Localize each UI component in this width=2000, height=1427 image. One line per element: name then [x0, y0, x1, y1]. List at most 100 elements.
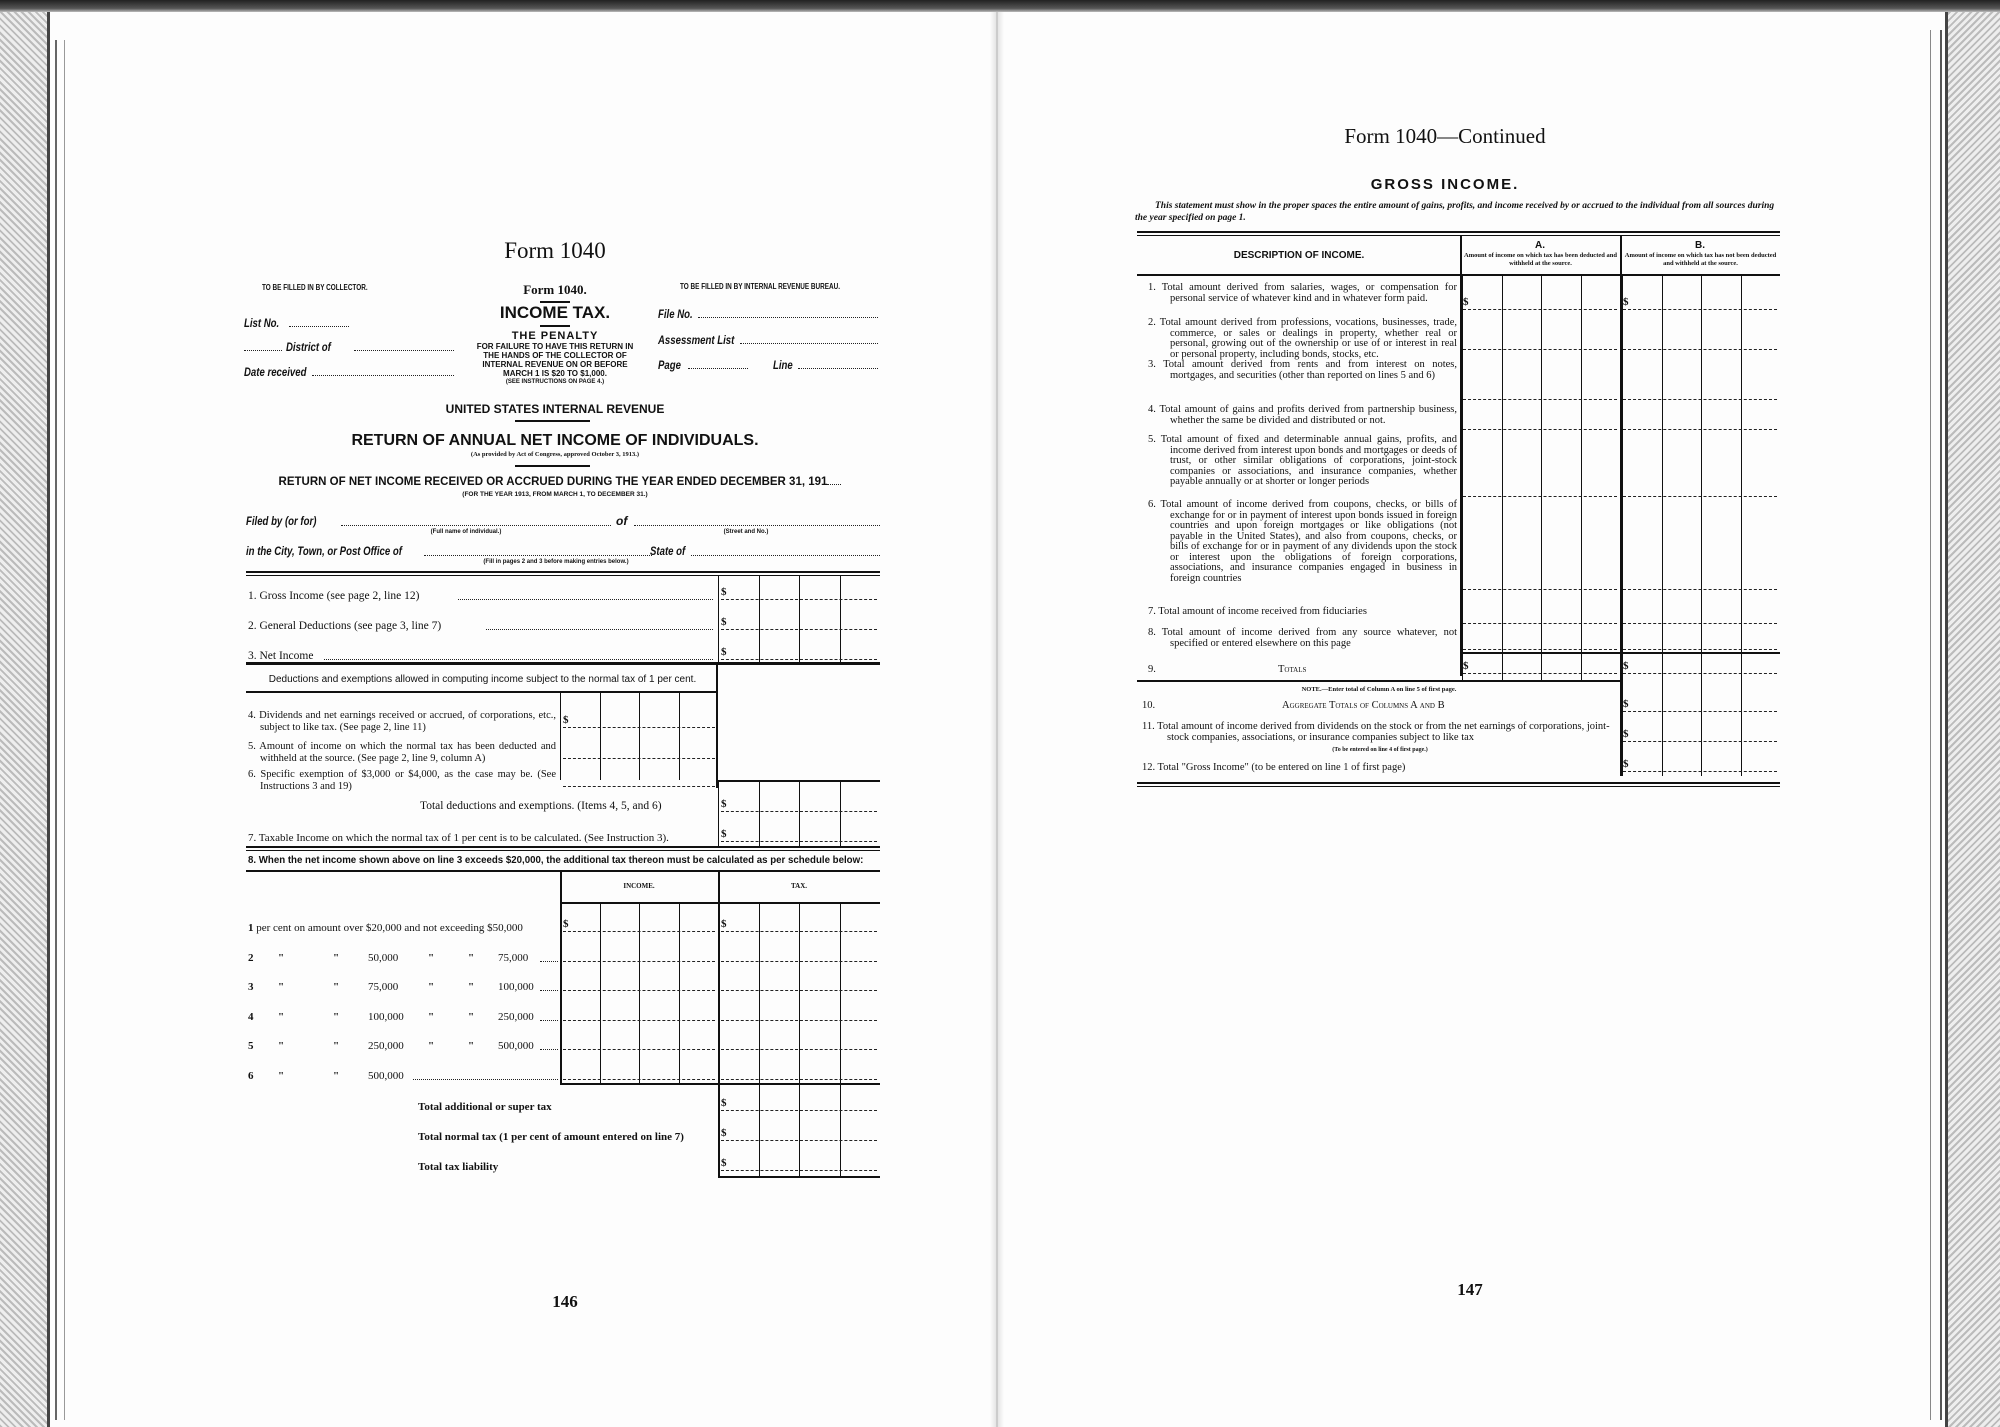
- column-a-description: Amount of income on which tax has been d…: [1464, 252, 1617, 267]
- amount-input[interactable]: $: [721, 586, 877, 600]
- amount-input[interactable]: $: [1623, 728, 1777, 742]
- amount-input[interactable]: [1463, 640, 1617, 650]
- amount-input[interactable]: [1623, 340, 1777, 350]
- list-no-field[interactable]: List No.: [244, 316, 364, 330]
- amount-input[interactable]: $: [1463, 296, 1617, 310]
- amount-cell[interactable]: [758, 781, 800, 848]
- dollar-sign: $: [1463, 296, 1469, 308]
- tax-cell[interactable]: [758, 903, 800, 1083]
- amount-input[interactable]: $: [721, 1157, 877, 1171]
- amount-cell[interactable]: [560, 692, 600, 780]
- amount-input[interactable]: $: [1463, 660, 1617, 674]
- amount-input[interactable]: $: [1623, 660, 1777, 674]
- amount-input[interactable]: [1463, 580, 1617, 590]
- tax-cell[interactable]: [799, 903, 840, 1083]
- tax-cell[interactable]: [718, 903, 759, 1083]
- amount-input[interactable]: $: [721, 828, 877, 842]
- column-a-cell[interactable]: [1501, 276, 1542, 680]
- amount-input[interactable]: [1623, 640, 1777, 650]
- amount-cell[interactable]: [799, 781, 840, 848]
- amount-input[interactable]: [563, 1070, 715, 1080]
- file-no-field[interactable]: File No.: [658, 307, 880, 321]
- tax-cell[interactable]: [839, 1084, 881, 1176]
- income-cell[interactable]: [599, 903, 640, 1083]
- district-field[interactable]: District of: [244, 340, 454, 354]
- column-b-cell[interactable]: [1622, 276, 1662, 776]
- amount-input[interactable]: $: [721, 646, 877, 660]
- income-cell[interactable]: [678, 903, 719, 1083]
- amount-input[interactable]: $: [721, 1127, 877, 1141]
- amount-input[interactable]: [1463, 487, 1617, 497]
- amount-cell[interactable]: [799, 576, 840, 665]
- date-received-field[interactable]: Date received: [244, 365, 454, 379]
- page-number: 146: [552, 1292, 578, 1311]
- schedule-row: 4 " " 100,000 " " 250,000: [248, 1011, 558, 1025]
- amount-input[interactable]: $: [721, 616, 877, 630]
- income-cell[interactable]: [560, 903, 600, 1083]
- city-state-field[interactable]: in the City, Town, or Post Office of Sta…: [246, 544, 880, 566]
- tax-cell[interactable]: [758, 1084, 800, 1176]
- amount-input[interactable]: [563, 749, 715, 759]
- amount-input[interactable]: $: [563, 918, 715, 932]
- amount-input[interactable]: [721, 981, 877, 991]
- amount-cell[interactable]: [718, 576, 759, 665]
- gross-total-row: 12. Total "Gross Income" (to be entered …: [1142, 762, 1406, 773]
- amount-input[interactable]: [1463, 390, 1617, 400]
- amount-cell[interactable]: [839, 576, 881, 665]
- amount-input[interactable]: [563, 1011, 715, 1021]
- filed-by-field[interactable]: Filed by (or for) of (Full name of indiv…: [246, 514, 880, 536]
- column-b-cell[interactable]: [1661, 276, 1702, 776]
- amount-cell[interactable]: [599, 692, 640, 780]
- amount-input[interactable]: [1463, 340, 1617, 350]
- amount-input[interactable]: $: [721, 798, 877, 812]
- rule-line: [1137, 680, 1620, 682]
- column-b-description: Amount of income on which tax has not be…: [1624, 252, 1777, 267]
- ditto-mark: ": [428, 1010, 435, 1023]
- form-label: Form 1040.: [523, 282, 587, 297]
- amount-input[interactable]: [1463, 420, 1617, 430]
- ditto-mark: ": [333, 951, 340, 964]
- amount-input[interactable]: $: [563, 714, 715, 728]
- page-line-field[interactable]: Page Line: [658, 358, 880, 372]
- amount-input[interactable]: [721, 952, 877, 962]
- amount-input[interactable]: [563, 777, 715, 787]
- amount-cell[interactable]: [758, 576, 800, 665]
- column-b-cell[interactable]: [1740, 276, 1781, 776]
- amount-cell[interactable]: [718, 781, 759, 848]
- amount-input[interactable]: [721, 1011, 877, 1021]
- tax-cell[interactable]: [799, 1084, 840, 1176]
- amount-input[interactable]: [563, 952, 715, 962]
- amount-input[interactable]: [721, 1040, 877, 1050]
- amount-input[interactable]: [1623, 580, 1777, 590]
- amount-input[interactable]: $: [1623, 698, 1777, 712]
- amount-input[interactable]: [1463, 614, 1617, 624]
- column-a-cell[interactable]: [1541, 276, 1581, 680]
- amount-cell[interactable]: [839, 781, 881, 848]
- column-b-cell[interactable]: [1701, 276, 1741, 776]
- amount-input[interactable]: $: [1623, 296, 1777, 310]
- amount-input[interactable]: [1623, 420, 1777, 430]
- rule-line: [1620, 236, 1622, 776]
- amount-input[interactable]: [721, 1070, 877, 1080]
- bracket-from: 100,000: [368, 1010, 404, 1023]
- ditto-mark: ": [278, 951, 285, 964]
- amount-cell[interactable]: [639, 692, 679, 780]
- column-a-cell[interactable]: [1580, 276, 1621, 680]
- bracket-to: 500,000: [498, 1040, 534, 1052]
- amount-input[interactable]: $: [721, 1097, 877, 1111]
- amount-input[interactable]: [1623, 390, 1777, 400]
- tax-cell[interactable]: [718, 1084, 759, 1176]
- amount-input[interactable]: $: [721, 918, 877, 932]
- deduction-line: 4. Dividends and net earnings received o…: [248, 710, 556, 733]
- amount-input[interactable]: [1623, 487, 1777, 497]
- amount-input[interactable]: [563, 981, 715, 991]
- income-cell[interactable]: [639, 903, 679, 1083]
- tax-cell[interactable]: [839, 903, 881, 1083]
- amount-cell[interactable]: [678, 692, 719, 780]
- amount-input[interactable]: [1623, 614, 1777, 624]
- income-column-header: INCOME.: [623, 882, 655, 890]
- assessment-list-field[interactable]: Assessment List: [658, 333, 880, 347]
- column-a-cell[interactable]: [1462, 276, 1502, 680]
- amount-input[interactable]: $: [1623, 758, 1777, 772]
- amount-input[interactable]: [563, 1040, 715, 1050]
